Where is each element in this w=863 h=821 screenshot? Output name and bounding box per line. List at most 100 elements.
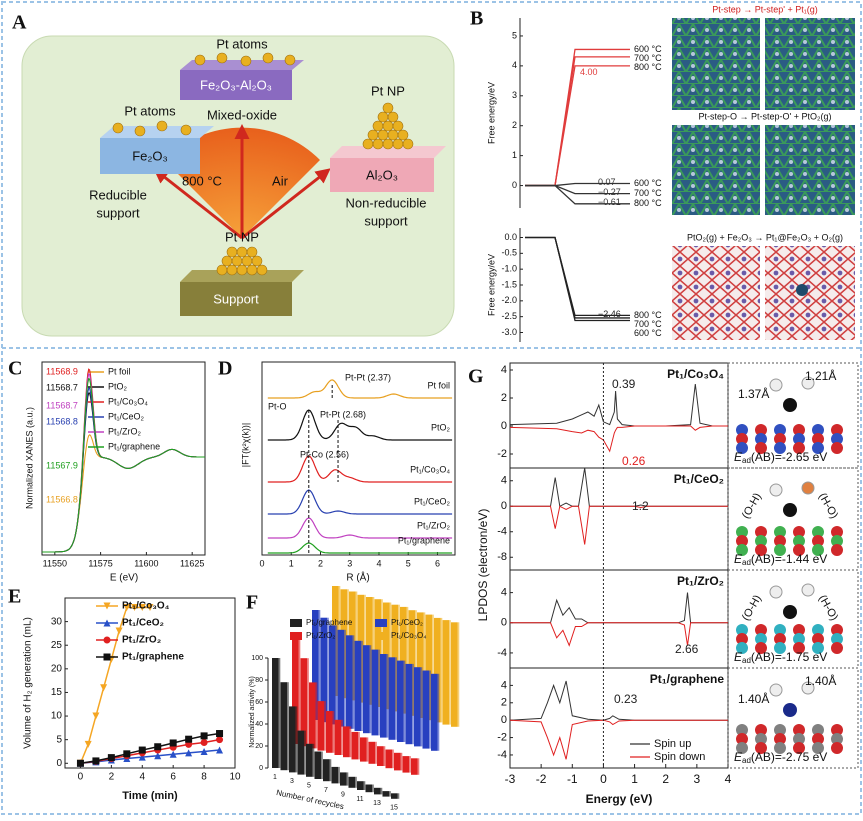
atom — [793, 424, 805, 436]
atom — [812, 424, 824, 436]
point — [185, 749, 193, 757]
annotation: 0.26 — [622, 454, 646, 468]
point — [216, 730, 224, 738]
x-tick-label: 2 — [318, 558, 323, 568]
bar — [394, 752, 401, 771]
bar-side — [415, 610, 417, 716]
x-tick-label: 11550 — [43, 558, 67, 568]
point — [107, 754, 115, 762]
y-tick-label: -1.0 — [501, 264, 517, 274]
y-axis-label: Normalized activity (%) — [249, 676, 256, 748]
bar — [300, 658, 307, 747]
atom — [736, 642, 748, 654]
bar — [320, 617, 327, 723]
bar-side — [400, 752, 403, 771]
bar-side — [304, 730, 306, 775]
legend-label: Pt foil — [108, 366, 131, 376]
y-tick-label: -2.0 — [501, 295, 517, 305]
y-tick-label: -4 — [497, 526, 507, 538]
atom — [769, 683, 783, 697]
bar-side — [392, 749, 394, 769]
bar-side — [352, 635, 355, 729]
structure-image — [672, 18, 760, 110]
bar-side — [332, 711, 335, 753]
x-tick-label: 5 — [406, 558, 411, 568]
legend-marker — [103, 619, 111, 627]
point — [146, 603, 154, 611]
energy-text: (AB)=-1.75 eV — [751, 650, 827, 664]
y-tick-label: 0 — [501, 420, 507, 432]
atom — [831, 724, 843, 736]
bar-side — [321, 751, 323, 779]
energy-label: Ead(AB)=-2.65 eV — [734, 450, 827, 465]
x-tick-label: 2 — [662, 772, 669, 786]
atom — [793, 433, 805, 445]
atom — [774, 424, 786, 436]
y-tick-label: 30 — [51, 616, 63, 627]
atom — [812, 544, 824, 556]
spectrum — [267, 379, 453, 399]
y-tick-label: -8 — [497, 551, 507, 563]
bar — [377, 746, 384, 766]
y-tick-label: 2 — [501, 392, 507, 404]
energy-symbol: E — [734, 650, 743, 664]
bar-side — [423, 612, 426, 718]
x-axis-label: E (eV) — [110, 573, 138, 584]
bar — [292, 634, 299, 744]
slab — [330, 146, 446, 158]
atom — [793, 624, 805, 636]
legend-label: Pt₁/graphene — [306, 618, 353, 627]
atom — [831, 442, 843, 454]
legend-marker — [103, 636, 111, 644]
x-tick-label: 1 — [631, 772, 638, 786]
atom — [755, 724, 767, 736]
bar-side — [412, 663, 414, 745]
atom — [783, 503, 797, 517]
atom — [736, 442, 748, 454]
bar-side — [355, 776, 357, 788]
atom — [755, 424, 767, 436]
atom — [736, 624, 748, 636]
atom — [793, 544, 805, 556]
bar — [360, 737, 367, 762]
x-tick-label: 11625 — [180, 558, 204, 568]
atom — [793, 526, 805, 538]
energy-subscript: ad — [742, 656, 751, 665]
reaction: Pt-step-O → Pt-step-O' + PtO₂(g) — [699, 111, 832, 121]
panel-label: E — [8, 586, 21, 608]
y-tick-label: -4 — [497, 647, 507, 659]
caption: support — [364, 213, 408, 228]
x-tick-label: 3 — [694, 772, 701, 786]
y-tick-label: 2 — [512, 120, 517, 130]
bar-side — [307, 658, 309, 747]
bar — [280, 682, 287, 771]
atom — [736, 526, 748, 538]
caption: Mixed-oxide — [207, 107, 277, 122]
series-label: 600 °C — [634, 178, 662, 188]
bar-side — [403, 660, 406, 742]
x-tick-label: 13 — [373, 800, 381, 807]
atom — [755, 433, 767, 445]
atom — [801, 376, 815, 390]
bar-side — [409, 756, 411, 773]
series-label: Pt₁/ZrO₂ — [417, 520, 451, 530]
peak-label: Pt-Pt (2.37) — [345, 372, 391, 382]
condition: Air — [272, 173, 289, 188]
y-tick-label: 4 — [501, 679, 507, 691]
atom — [796, 284, 808, 296]
slab — [180, 270, 304, 282]
series-label: 800 °C — [634, 310, 662, 320]
bar-side — [386, 654, 389, 738]
y-tick-label: 80 — [255, 677, 263, 684]
legend-label: Pt₁/CeO₂ — [122, 618, 164, 629]
series-label: 600 °C — [634, 44, 662, 54]
np-label: Pt NP — [371, 83, 405, 98]
edge-label: 11568.7 — [46, 382, 78, 392]
panel-label: F — [246, 592, 258, 614]
legend-marker — [103, 653, 111, 661]
legend-label: Pt₁/Co₃O₄ — [108, 396, 148, 406]
dos-curve — [509, 425, 728, 453]
bar-side — [389, 602, 392, 710]
spectrum — [267, 542, 453, 554]
